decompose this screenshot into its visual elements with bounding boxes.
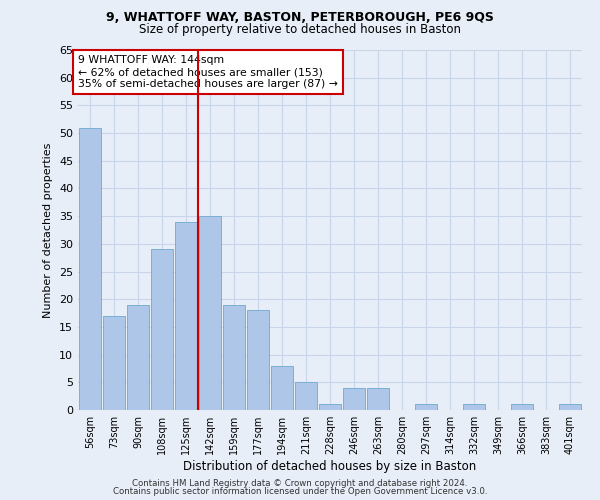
Bar — [415, 404, 437, 410]
Text: Size of property relative to detached houses in Baston: Size of property relative to detached ho… — [139, 22, 461, 36]
Bar — [103, 316, 125, 410]
Bar — [463, 404, 485, 410]
X-axis label: Distribution of detached houses by size in Baston: Distribution of detached houses by size … — [184, 460, 476, 473]
Bar — [199, 216, 221, 410]
Bar — [151, 250, 173, 410]
Bar — [175, 222, 197, 410]
Bar — [511, 404, 533, 410]
Text: Contains HM Land Registry data © Crown copyright and database right 2024.: Contains HM Land Registry data © Crown c… — [132, 478, 468, 488]
Bar — [271, 366, 293, 410]
Bar — [295, 382, 317, 410]
Text: Contains public sector information licensed under the Open Government Licence v3: Contains public sector information licen… — [113, 487, 487, 496]
Bar — [319, 404, 341, 410]
Bar — [79, 128, 101, 410]
Bar — [559, 404, 581, 410]
Text: 9 WHATTOFF WAY: 144sqm
← 62% of detached houses are smaller (153)
35% of semi-de: 9 WHATTOFF WAY: 144sqm ← 62% of detached… — [78, 56, 338, 88]
Bar — [127, 305, 149, 410]
Bar — [343, 388, 365, 410]
Text: 9, WHATTOFF WAY, BASTON, PETERBOROUGH, PE6 9QS: 9, WHATTOFF WAY, BASTON, PETERBOROUGH, P… — [106, 11, 494, 24]
Bar — [247, 310, 269, 410]
Y-axis label: Number of detached properties: Number of detached properties — [43, 142, 53, 318]
Bar — [367, 388, 389, 410]
Bar — [223, 305, 245, 410]
